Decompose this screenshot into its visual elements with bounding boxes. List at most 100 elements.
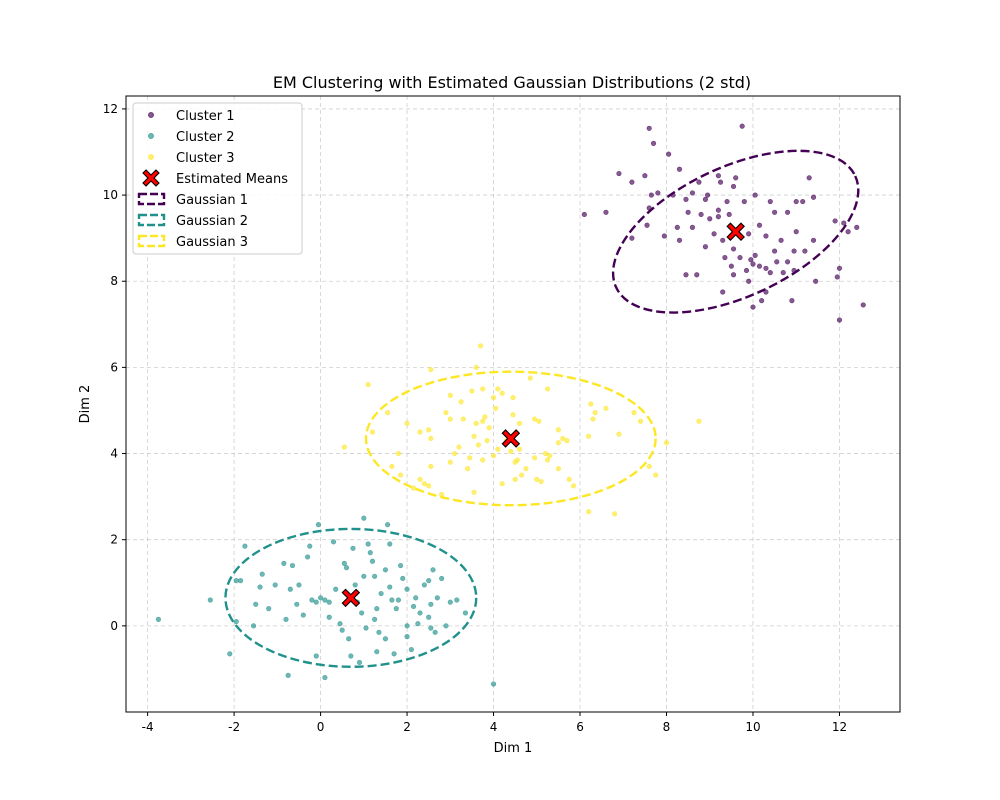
cluster-3-point	[458, 399, 464, 405]
cluster-3-point	[456, 444, 462, 450]
cluster-3-point	[365, 382, 371, 388]
cluster-2-point	[307, 543, 313, 549]
cluster-1-point	[711, 231, 717, 237]
x-tick-label: -2	[228, 720, 240, 734]
cluster-3-point	[428, 366, 434, 373]
cluster-2-point	[385, 522, 391, 528]
cluster-3-point	[477, 343, 484, 349]
cluster-3-point	[663, 440, 670, 446]
axes-frame	[125, 95, 901, 713]
legend-gaussian-2-swatch	[137, 213, 166, 227]
cluster-1-point	[702, 196, 709, 202]
cluster-3-point	[547, 453, 553, 459]
cluster-2-point	[227, 651, 233, 657]
cluster-1-point	[674, 224, 680, 230]
legend-estimated-means-label: Estimated Means	[176, 172, 288, 187]
cluster-1-point	[834, 274, 840, 280]
legend-cluster-1-swatch	[148, 112, 154, 118]
cluster-2-point	[443, 623, 449, 629]
cluster-2-point	[326, 614, 332, 620]
cluster-3-point	[473, 420, 479, 426]
cluster-2-point	[272, 582, 278, 588]
cluster-2-point	[233, 578, 239, 584]
cluster-1-point	[767, 198, 773, 205]
cluster-2-point	[408, 646, 414, 653]
cluster-1-point	[642, 173, 648, 179]
legend-gaussian-3: Gaussian 3	[137, 234, 248, 250]
cluster-2-point	[350, 545, 356, 551]
cluster-1-point	[702, 244, 709, 250]
legend-cluster-1: Cluster 1	[148, 109, 235, 124]
cluster-3-point	[495, 446, 501, 452]
cluster-1-point	[810, 237, 817, 243]
cluster-3-point	[467, 455, 473, 461]
cluster-3-point	[516, 446, 523, 452]
cluster-1-point	[715, 214, 721, 220]
cluster-2-point	[257, 584, 263, 590]
cluster-2-point	[283, 616, 289, 622]
cluster-2-point	[410, 603, 417, 610]
cluster-3-point	[385, 410, 391, 416]
cluster-2-point	[300, 612, 306, 618]
cluster-1-point	[741, 198, 747, 205]
cluster-1-point	[756, 222, 763, 228]
cluster-2-point	[287, 586, 293, 592]
cluster-2-point	[369, 558, 376, 564]
cluster-1-point	[791, 248, 797, 254]
cluster-3-point	[516, 420, 523, 426]
cluster-3-point	[637, 418, 644, 424]
cluster-1-point	[763, 233, 769, 239]
cluster-1-point	[793, 198, 799, 205]
cluster-3-point	[426, 427, 432, 433]
cluster-1-point	[730, 246, 737, 252]
cluster-1-point	[836, 265, 843, 271]
cluster-2-point	[372, 616, 378, 622]
cluster-3-point	[341, 444, 347, 450]
x-tick-label: 4	[490, 720, 498, 734]
cluster-2-point	[374, 649, 380, 655]
cluster-2-point	[348, 653, 354, 659]
cluster-3-point	[536, 418, 542, 424]
cluster-2-point	[313, 653, 319, 659]
cluster-3-point	[404, 420, 410, 426]
cluster-3-point	[395, 450, 402, 457]
cluster-1-point	[694, 272, 700, 278]
cluster-3-point	[447, 416, 453, 422]
cluster-3-point	[428, 463, 434, 470]
cluster-2-point	[382, 636, 389, 642]
cluster-1-point	[685, 209, 691, 215]
cluster-3-point	[510, 394, 516, 401]
x-tick-label: 10	[745, 720, 760, 734]
cluster-2-point	[397, 562, 404, 569]
cluster-2-point	[404, 586, 410, 592]
cluster-1-point	[629, 179, 635, 185]
cluster-3-point	[490, 394, 497, 401]
cluster-2-point	[315, 522, 322, 528]
cluster-3-point	[469, 388, 475, 394]
cluster-3-point	[508, 448, 514, 454]
y-tick-label: 8	[110, 274, 118, 288]
cluster-3-point	[480, 418, 486, 424]
cluster-3-point	[460, 416, 466, 422]
cluster-2-point	[447, 599, 453, 605]
cluster-1-point	[733, 175, 739, 181]
cluster-3-point	[443, 410, 449, 416]
cluster-2-point	[322, 674, 328, 681]
cluster-1-point	[676, 237, 683, 243]
cluster-1-point	[767, 270, 773, 276]
cluster-3-point	[417, 429, 423, 435]
cluster-3-point	[560, 435, 566, 442]
legend-gaussian-2: Gaussian 2	[137, 213, 248, 229]
cluster-3-point	[603, 405, 609, 411]
cluster-3-point	[426, 483, 432, 489]
legend-cluster-2-swatch	[148, 133, 154, 139]
cluster-1-point	[707, 216, 713, 222]
cluster-3-point	[482, 414, 488, 420]
cluster-1-point	[715, 207, 721, 213]
cluster-1-point	[689, 224, 696, 230]
cluster-3-point	[544, 457, 551, 463]
cluster-3-point	[484, 438, 490, 444]
cluster-1-point	[784, 209, 791, 215]
cluster-1-point	[763, 289, 769, 295]
